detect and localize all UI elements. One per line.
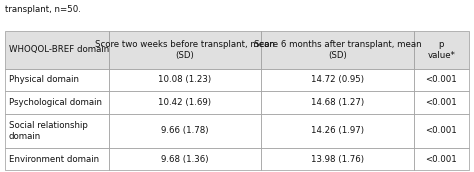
Bar xyxy=(414,91,469,114)
Text: 14.72 (0.95): 14.72 (0.95) xyxy=(311,76,364,84)
Text: Psychological domain: Psychological domain xyxy=(9,98,101,107)
Bar xyxy=(5,69,109,91)
Bar xyxy=(109,114,261,148)
Text: <0.001: <0.001 xyxy=(426,126,457,135)
Bar xyxy=(5,148,109,170)
Bar xyxy=(109,148,261,170)
Text: Social relationship
domain: Social relationship domain xyxy=(9,121,87,141)
Text: 9.66 (1.78): 9.66 (1.78) xyxy=(161,126,209,135)
Bar xyxy=(261,91,414,114)
Text: 10.08 (1.23): 10.08 (1.23) xyxy=(158,76,211,84)
Text: 14.68 (1.27): 14.68 (1.27) xyxy=(311,98,364,107)
Text: Score 6 months after transplant, mean
(SD): Score 6 months after transplant, mean (S… xyxy=(254,40,421,60)
Bar xyxy=(5,91,109,114)
Bar xyxy=(5,31,109,69)
Text: p
value*: p value* xyxy=(428,40,456,60)
Text: Score two weeks before transplant, mean
(SD): Score two weeks before transplant, mean … xyxy=(95,40,275,60)
Text: Physical domain: Physical domain xyxy=(9,76,79,84)
Text: WHOQOL-BREF domain: WHOQOL-BREF domain xyxy=(9,45,109,54)
Text: transplant, n=50.: transplant, n=50. xyxy=(5,5,81,14)
Bar xyxy=(414,31,469,69)
Text: 14.26 (1.97): 14.26 (1.97) xyxy=(311,126,364,135)
Bar xyxy=(414,69,469,91)
Text: Environment domain: Environment domain xyxy=(9,155,99,164)
Text: <0.001: <0.001 xyxy=(426,98,457,107)
Text: 9.68 (1.36): 9.68 (1.36) xyxy=(161,155,209,164)
Bar xyxy=(261,148,414,170)
Bar xyxy=(414,148,469,170)
Text: <0.001: <0.001 xyxy=(426,76,457,84)
Text: <0.001: <0.001 xyxy=(426,155,457,164)
Bar xyxy=(261,69,414,91)
Bar xyxy=(414,114,469,148)
Bar xyxy=(261,31,414,69)
Text: 13.98 (1.76): 13.98 (1.76) xyxy=(311,155,364,164)
Bar xyxy=(109,31,261,69)
Text: 10.42 (1.69): 10.42 (1.69) xyxy=(158,98,211,107)
Bar xyxy=(5,114,109,148)
Bar xyxy=(109,91,261,114)
Bar xyxy=(261,114,414,148)
Bar xyxy=(109,69,261,91)
